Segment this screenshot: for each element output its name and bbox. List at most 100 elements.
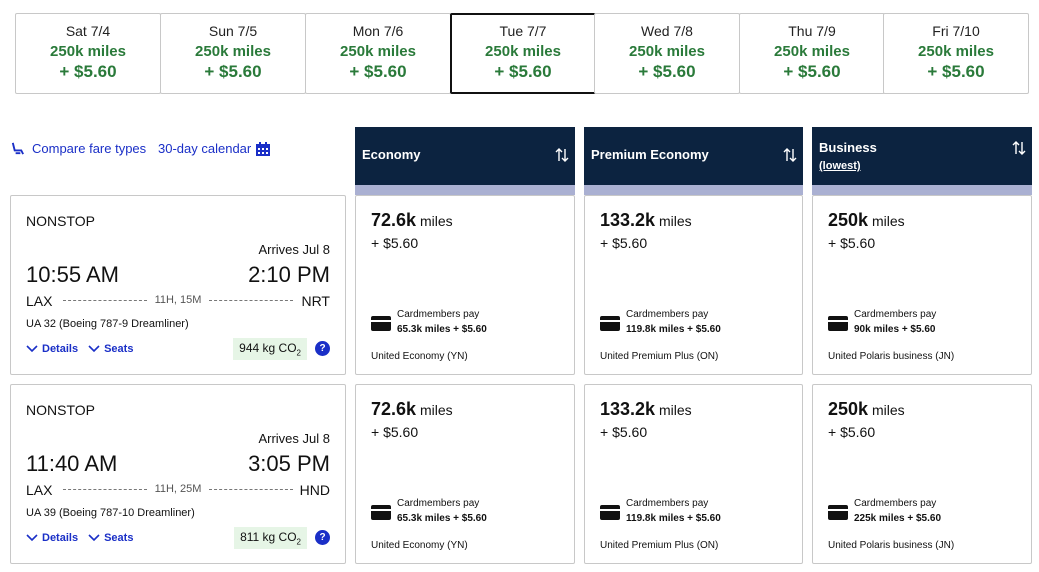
fare-miles: 133.2k miles — [600, 399, 692, 420]
help-icon[interactable]: ? — [315, 341, 330, 356]
date-fee: + $5.60 — [783, 62, 841, 81]
cardmembers-price: 90k miles + $5.60 — [854, 324, 936, 335]
seats-toggle[interactable]: Seats — [88, 532, 133, 544]
destination-airport: HND — [299, 482, 330, 498]
date-card-sun-7-5[interactable]: Sun 7/5 250k miles + $5.60 — [160, 13, 306, 94]
fare-cell-premium-economy[interactable]: 133.2k miles + $5.60 Cardmembers pay 119… — [584, 195, 803, 375]
fare-cell-economy[interactable]: 72.6k miles + $5.60 Cardmembers pay 65.3… — [355, 195, 575, 375]
co2-subscript: 2 — [296, 348, 301, 358]
details-toggle[interactable]: Details — [26, 532, 78, 544]
fare-cabin: United Economy (YN) — [371, 540, 468, 551]
date-card-fri-7-10[interactable]: Fri 7/10 250k miles + $5.60 — [883, 13, 1029, 94]
date-miles: 250k miles — [485, 43, 561, 60]
fare-cell-economy[interactable]: 72.6k miles + $5.60 Cardmembers pay 65.3… — [355, 384, 575, 564]
cardmembers-price: 119.8k miles + $5.60 — [626, 513, 721, 524]
stops-label: NONSTOP — [26, 402, 95, 418]
origin-airport: LAX — [26, 482, 53, 498]
fare-miles-unit: miles — [658, 402, 692, 418]
co2-value: 811 kg CO — [240, 530, 297, 544]
flight-equipment: UA 32 (Boeing 787-9 Dreamliner) — [26, 318, 189, 330]
fare-miles: 72.6k miles — [371, 399, 453, 420]
sort-icon[interactable] — [1012, 140, 1026, 161]
co2-value: 944 kg CO — [239, 341, 297, 355]
fare-miles: 72.6k miles — [371, 210, 453, 231]
details-toggle[interactable]: Details — [26, 343, 78, 355]
fare-cell-premium-economy[interactable]: 133.2k miles + $5.60 Cardmembers pay 119… — [584, 384, 803, 564]
chevron-down-icon — [88, 345, 100, 353]
date-card-mon-7-6[interactable]: Mon 7/6 250k miles + $5.60 — [305, 13, 451, 94]
seats-toggle[interactable]: Seats — [88, 343, 133, 355]
credit-card-icon — [371, 505, 391, 525]
date-card-sat-7-4[interactable]: Sat 7/4 250k miles + $5.60 — [15, 13, 161, 94]
fare-cell-business[interactable]: 250k miles + $5.60 Cardmembers pay 90k m… — [812, 195, 1032, 375]
compare-fare-types-label: Compare fare types — [32, 141, 147, 156]
fare-fee: + $5.60 — [600, 235, 648, 251]
flight-card-ua32: NONSTOP Arrives Jul 8 10:55 AM 2:10 PM L… — [10, 195, 346, 375]
date-card-wed-7-8[interactable]: Wed 7/8 250k miles + $5.60 — [594, 13, 740, 94]
chevron-down-icon — [88, 534, 100, 542]
column-title: Premium Economy — [591, 147, 709, 162]
date-miles: 250k miles — [774, 43, 850, 60]
date-label: Thu 7/9 — [788, 23, 836, 39]
cardmembers-price: 65.3k miles + $5.60 — [397, 513, 487, 524]
fare-miles-unit: miles — [419, 213, 453, 229]
calendar-icon — [256, 141, 271, 156]
date-label: Mon 7/6 — [352, 23, 404, 39]
destination-airport: NRT — [301, 293, 330, 309]
route-line: 11H, 25M — [63, 483, 293, 495]
fare-fee: + $5.60 — [371, 235, 419, 251]
date-card-tue-7-7-selected[interactable]: Tue 7/7 250k miles + $5.60 — [450, 13, 596, 94]
details-label: Details — [42, 343, 79, 355]
date-miles: 250k miles — [50, 43, 126, 60]
cardmembers-label: Cardmembers pay — [626, 498, 709, 509]
fare-miles-amount: 72.6k — [371, 210, 417, 230]
arrival-time: 2:10 PM — [248, 262, 330, 287]
route-dash — [209, 489, 293, 490]
fare-miles-amount: 250k — [828, 399, 869, 419]
origin-airport: LAX — [26, 293, 53, 309]
date-miles: 250k miles — [918, 43, 994, 60]
date-fee: + $5.60 — [204, 62, 262, 81]
date-label: Tue 7/7 — [499, 23, 547, 39]
co2-badge: 944 kg CO2 — [233, 338, 307, 361]
help-icon[interactable]: ? — [315, 530, 330, 545]
fare-cabin: United Polaris business (JN) — [828, 351, 955, 362]
seats-label: Seats — [104, 343, 134, 355]
cardmembers-label: Cardmembers pay — [854, 498, 937, 509]
route-dash — [63, 489, 147, 490]
date-card-thu-7-9[interactable]: Thu 7/9 250k miles + $5.60 — [739, 13, 885, 94]
column-subtitle-lowest[interactable]: (lowest) — [819, 160, 861, 172]
chevron-down-icon — [26, 534, 38, 542]
fare-cabin: United Polaris business (JN) — [828, 540, 955, 551]
column-header-premium-economy: Premium Economy — [584, 127, 803, 195]
departure-time: 10:55 AM — [26, 262, 119, 287]
arrival-date: Arrives Jul 8 — [258, 431, 330, 446]
column-header-economy: Economy — [355, 127, 575, 195]
fare-miles-unit: miles — [658, 213, 692, 229]
sort-icon[interactable] — [783, 147, 797, 168]
credit-card-icon — [371, 316, 391, 336]
credit-card-icon — [600, 505, 620, 525]
cardmembers-label: Cardmembers pay — [397, 309, 480, 320]
details-label: Details — [42, 532, 79, 544]
arrival-date: Arrives Jul 8 — [258, 242, 330, 257]
credit-card-icon — [828, 505, 848, 525]
seat-icon — [10, 141, 25, 156]
column-stripe — [812, 185, 1032, 195]
fare-cabin: United Economy (YN) — [371, 351, 468, 362]
credit-card-icon — [600, 316, 620, 336]
chevron-down-icon — [26, 345, 38, 353]
compare-fare-types-link[interactable]: Compare fare types — [10, 141, 146, 156]
sort-icon[interactable] — [555, 147, 569, 168]
departure-time: 11:40 AM — [26, 451, 118, 476]
fare-cell-business[interactable]: 250k miles + $5.60 Cardmembers pay 225k … — [812, 384, 1032, 564]
thirty-day-calendar-link[interactable]: 30-day calendar — [158, 141, 271, 156]
cardmembers-price: 119.8k miles + $5.60 — [626, 324, 721, 335]
flight-card-ua39: NONSTOP Arrives Jul 8 11:40 AM 3:05 PM L… — [10, 384, 346, 564]
flight-links: Details Seats — [26, 343, 143, 355]
fare-miles: 133.2k miles — [600, 210, 692, 231]
date-label: Fri 7/10 — [932, 23, 980, 39]
cardmembers-label: Cardmembers pay — [854, 309, 937, 320]
co2-subscript: 2 — [296, 537, 301, 547]
date-fee: + $5.60 — [349, 62, 407, 81]
